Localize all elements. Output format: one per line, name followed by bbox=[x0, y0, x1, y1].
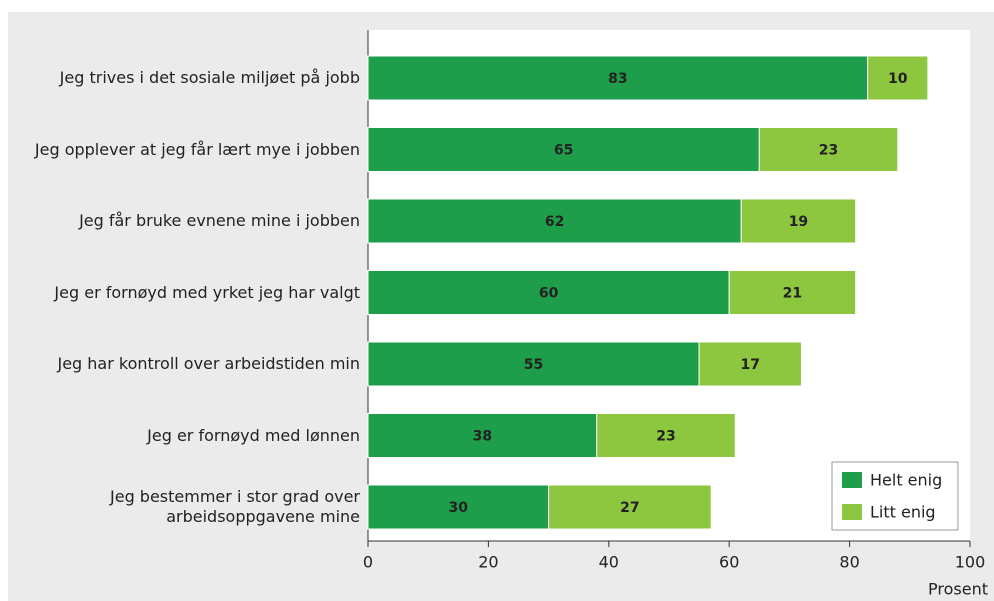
bar bbox=[367, 341, 700, 387]
x-tick-label: 40 bbox=[599, 553, 619, 572]
legend-label: Helt enig bbox=[870, 471, 942, 490]
x-tick-label: 20 bbox=[478, 553, 498, 572]
category-label: Jeg trives i det sosiale miljøet på jobb bbox=[59, 68, 360, 87]
bar bbox=[758, 127, 899, 172]
bar bbox=[728, 270, 857, 315]
bar bbox=[698, 341, 802, 387]
x-tick-label: 100 bbox=[955, 553, 986, 572]
bar-value-label: 38 bbox=[473, 429, 492, 445]
category-label: Jeg er fornøyd med lønnen bbox=[147, 425, 360, 445]
bar-value-label: 30 bbox=[449, 500, 469, 516]
bar-value-label: 17 bbox=[741, 357, 760, 373]
bar-value-label: 27 bbox=[620, 500, 639, 516]
category-label: Jeg får bruke evnene mine i jobben bbox=[79, 211, 360, 230]
bar bbox=[367, 270, 730, 315]
category-label: Jeg er fornøyd med yrket jeg har valgt bbox=[54, 282, 360, 302]
x-tick-label: 60 bbox=[719, 553, 739, 572]
bar-value-label: 62 bbox=[545, 214, 564, 230]
bar-value-label: 60 bbox=[539, 286, 559, 302]
bar bbox=[548, 484, 712, 530]
bar-value-label: 23 bbox=[656, 429, 675, 445]
bar-value-label: 23 bbox=[819, 143, 838, 159]
x-tick-label: 80 bbox=[839, 553, 859, 572]
x-tick-label: 0 bbox=[363, 553, 373, 572]
bar-value-label: 19 bbox=[789, 214, 808, 230]
x-axis-label: Prosent bbox=[928, 580, 988, 599]
category-label: Jeg bestemmer i stor grad over arbeidsop… bbox=[110, 487, 360, 526]
bar bbox=[867, 55, 929, 101]
bar-value-label: 65 bbox=[554, 143, 573, 159]
bar-value-label: 10 bbox=[888, 71, 908, 87]
bar-value-label: 83 bbox=[608, 71, 627, 87]
bar bbox=[367, 55, 869, 101]
bar-value-label: 21 bbox=[783, 286, 802, 302]
bar bbox=[367, 484, 550, 530]
legend-swatch bbox=[842, 504, 862, 520]
legend-label: Litt enig bbox=[870, 503, 936, 522]
bar-value-label: 55 bbox=[524, 357, 543, 373]
bar bbox=[596, 413, 736, 458]
bar bbox=[367, 127, 760, 172]
category-label: Jeg opplever at jeg får lært mye i jobbe… bbox=[34, 139, 360, 159]
bar bbox=[740, 198, 857, 244]
bar bbox=[367, 198, 742, 244]
category-label: Jeg har kontroll over arbeidstiden min bbox=[57, 354, 360, 373]
legend-swatch bbox=[842, 472, 862, 488]
bar bbox=[367, 413, 598, 458]
